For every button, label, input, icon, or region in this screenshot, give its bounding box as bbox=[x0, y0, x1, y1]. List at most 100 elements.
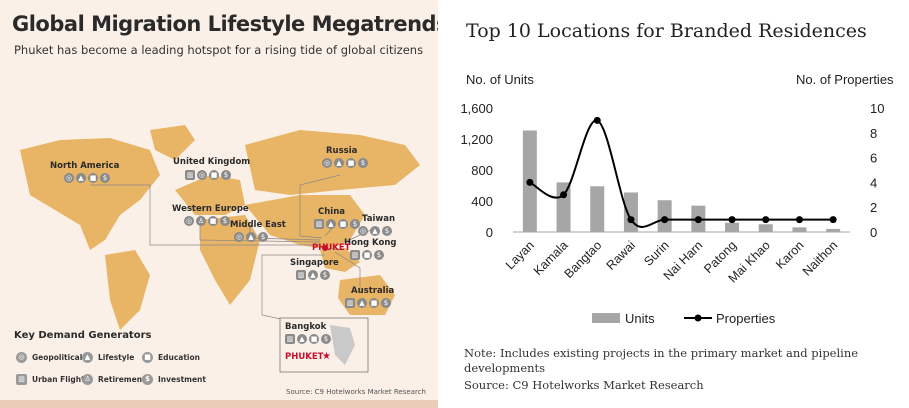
lifestyle-icon: ▲ bbox=[326, 219, 336, 229]
investment-icon: $ bbox=[258, 232, 268, 242]
right-tick-label: 8 bbox=[870, 126, 877, 141]
region-western-europe: Western Europe bbox=[172, 204, 249, 214]
bar-naithon bbox=[826, 228, 841, 232]
key-demand-legend: Key Demand Generators ◎ Geopolitical ▲ Lif… bbox=[14, 330, 274, 390]
urban-flight-icon: ▥ bbox=[314, 219, 324, 229]
properties-point-kamala bbox=[560, 191, 568, 199]
urban-flight-icon: ▥ bbox=[185, 170, 195, 180]
properties-point-nai-harn bbox=[694, 216, 702, 224]
legend-label: Geopolitical bbox=[32, 353, 83, 362]
legend-item-investment: $ Investment bbox=[142, 374, 206, 385]
lifestyle-icon: ▲ bbox=[308, 270, 318, 280]
properties-point-karon bbox=[795, 216, 803, 224]
left-tick-label: 400 bbox=[471, 194, 493, 209]
legend-properties-marker bbox=[694, 314, 702, 322]
properties-point-naithon bbox=[829, 216, 837, 224]
region-taiwan: Taiwan bbox=[362, 214, 395, 224]
category-label: Surin bbox=[641, 238, 672, 269]
bar-mai-khao bbox=[758, 224, 773, 232]
left-tick-label: 800 bbox=[471, 163, 493, 178]
right-axis-label: No. of Properties bbox=[796, 72, 894, 87]
legend-label: Investment bbox=[158, 375, 206, 384]
region-russia: Russia bbox=[326, 146, 358, 156]
investment-icon: $ bbox=[381, 298, 391, 308]
education-icon: ■ bbox=[142, 352, 153, 363]
legend-item-lifestyle: ▲ Lifestyle bbox=[82, 352, 134, 363]
lifestyle-icon: ▲ bbox=[357, 298, 367, 308]
europe-land bbox=[175, 175, 245, 215]
hong-kong-icons: ▥ ■ $ bbox=[350, 250, 384, 260]
legend-units-swatch bbox=[592, 313, 620, 323]
right-tick-label: 6 bbox=[870, 151, 877, 166]
globe-icon: ◎ bbox=[322, 158, 332, 168]
phuket-star-icon: ★ bbox=[322, 351, 331, 362]
urban-flight-icon: ▥ bbox=[350, 250, 360, 260]
africa-land bbox=[200, 215, 260, 305]
phuket-inset-label: PHUKET bbox=[285, 352, 324, 362]
region-china: China bbox=[318, 207, 345, 217]
bar-kamala bbox=[556, 182, 571, 232]
region-singapore: Singapore bbox=[290, 258, 339, 268]
education-icon: ■ bbox=[362, 250, 372, 260]
education-icon: ■ bbox=[369, 298, 379, 308]
investment-icon: $ bbox=[321, 334, 331, 344]
properties-point-bangtao bbox=[593, 116, 601, 124]
properties-point-rawai bbox=[627, 216, 635, 224]
legend-title: Key Demand Generators bbox=[14, 330, 152, 341]
legend-item-geopolitical: ◎ Geopolitical bbox=[16, 352, 82, 363]
bar-karon bbox=[792, 227, 807, 232]
chart-svg: 04008001,2001,6000246810LayanKamalaBangt… bbox=[460, 101, 884, 326]
bangkok-icons: ▥ ▲ ■ $ bbox=[285, 334, 331, 344]
chart-title: Top 10 Locations for Branded Residences bbox=[466, 20, 867, 42]
globe-icon: ◎ bbox=[197, 170, 207, 180]
category-label: Bangtao bbox=[562, 238, 605, 281]
legend-item-retirement: ♙ Retirement bbox=[82, 374, 146, 385]
legend-item-urban-flight: ▥ Urban Flight bbox=[16, 374, 85, 385]
globe-icon: ◎ bbox=[184, 216, 194, 226]
education-icon: ■ bbox=[309, 334, 319, 344]
russia-icons: ◎ ▲ ■ $ bbox=[322, 158, 368, 168]
phuket-marker bbox=[322, 245, 328, 251]
right-tick-label: 4 bbox=[870, 175, 877, 190]
education-icon: ■ bbox=[346, 158, 356, 168]
legend-units-label: Units bbox=[625, 311, 655, 326]
lifestyle-icon: ▲ bbox=[334, 158, 344, 168]
north-america-land bbox=[20, 138, 160, 250]
left-axis-label: No. of Units bbox=[466, 72, 534, 87]
globe-icon: ◎ bbox=[16, 352, 27, 363]
region-united-kingdom: United Kingdom bbox=[173, 157, 251, 167]
region-north-america: North America bbox=[50, 161, 120, 171]
bar-patong bbox=[725, 222, 740, 232]
urban-flight-icon: ▥ bbox=[296, 270, 306, 280]
australia-icons: ▥ ▲ ■ $ bbox=[345, 298, 391, 308]
region-bangkok: Bangkok bbox=[285, 322, 327, 332]
retirement-icon: ♙ bbox=[82, 374, 93, 385]
asia-land bbox=[245, 195, 365, 250]
properties-line bbox=[529, 119, 834, 228]
left-tick-label: 1,200 bbox=[460, 132, 493, 147]
properties-point-layan bbox=[526, 178, 534, 186]
taiwan-icons: ◎ ▲ $ bbox=[358, 226, 392, 236]
infographic-title: Global Migration Lifestyle Megatrends bbox=[12, 12, 438, 36]
education-icon: ■ bbox=[88, 173, 98, 183]
china-icons: ▥ ▲ ■ $ bbox=[314, 219, 360, 229]
thailand-shape bbox=[330, 325, 355, 365]
united-kingdom-icons: ▥ ◎ ■ $ bbox=[185, 170, 231, 180]
greenland-land bbox=[150, 125, 195, 160]
education-icon: ■ bbox=[338, 219, 348, 229]
bar-rawai bbox=[623, 192, 638, 232]
chart-source: Source: C9 Hotelworks Market Research bbox=[464, 378, 704, 392]
migration-infographic: Global Migration Lifestyle Megatrends Ph… bbox=[0, 0, 438, 408]
urban-flight-icon: ▥ bbox=[285, 334, 295, 344]
investment-icon: $ bbox=[374, 250, 384, 260]
lifestyle-icon: ▲ bbox=[370, 226, 380, 236]
phuket-map-label: PHUKET bbox=[312, 243, 351, 253]
western-europe-icons: ◎ ♙ ■ $ bbox=[184, 216, 230, 226]
legend-properties-label: Properties bbox=[716, 311, 776, 326]
chart-panel: Top 10 Locations for Branded Residences … bbox=[438, 0, 909, 408]
chart-note: Note: Includes existing projects in the … bbox=[464, 346, 859, 375]
south-america-land bbox=[105, 250, 150, 330]
lifestyle-icon: ▲ bbox=[76, 173, 86, 183]
singapore-icons: ▥ ▲ $ bbox=[296, 270, 330, 280]
education-icon: ■ bbox=[209, 170, 219, 180]
